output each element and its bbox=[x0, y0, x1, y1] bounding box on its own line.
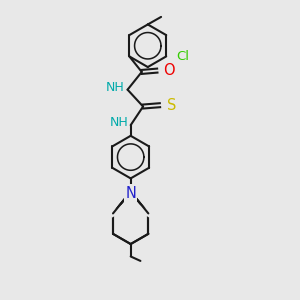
Text: O: O bbox=[164, 63, 175, 78]
Text: NH: NH bbox=[109, 116, 128, 129]
Text: N: N bbox=[125, 185, 136, 200]
Text: S: S bbox=[167, 98, 176, 113]
Text: Cl: Cl bbox=[176, 50, 189, 63]
Text: N: N bbox=[125, 185, 136, 200]
Text: NH: NH bbox=[106, 80, 124, 94]
